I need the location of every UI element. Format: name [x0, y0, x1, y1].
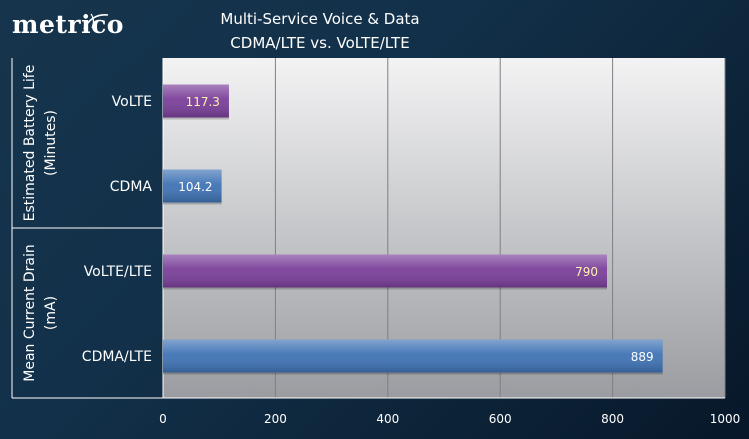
bar-highlight: [163, 254, 607, 288]
logo-swoosh-icon: [83, 13, 109, 30]
x-tick-label: 600: [489, 412, 512, 426]
category-label: CDMA: [110, 179, 153, 195]
bar-highlight: [163, 169, 222, 203]
category-label: CDMA/LTE: [82, 349, 152, 365]
value-label: 889: [631, 350, 654, 364]
value-label: 117.3: [186, 95, 220, 109]
category-label: VoLTE/LTE: [84, 264, 152, 280]
x-tick-label: 200: [264, 412, 287, 426]
category-label: VoLTE: [112, 94, 152, 110]
bar-highlight: [163, 339, 663, 373]
bar-highlight: [163, 84, 229, 118]
x-tick-label: 400: [376, 412, 399, 426]
group-label: Estimated Battery Life (Minutes): [22, 65, 59, 222]
group-label: Mean Current Drain (mA): [22, 244, 59, 382]
x-tick-label: 1000: [710, 412, 741, 426]
metrico-logo: metrico: [12, 10, 124, 39]
value-label: 104.2: [178, 180, 212, 194]
x-tick-label: 800: [601, 412, 624, 426]
chart-title-line-1: Multi-Service Voice & Data: [220, 10, 420, 28]
value-label: 790: [575, 265, 598, 279]
x-tick-label: 0: [159, 412, 167, 426]
chart-title-line-2: CDMA/LTE vs. VoLTE/LTE: [230, 34, 410, 52]
